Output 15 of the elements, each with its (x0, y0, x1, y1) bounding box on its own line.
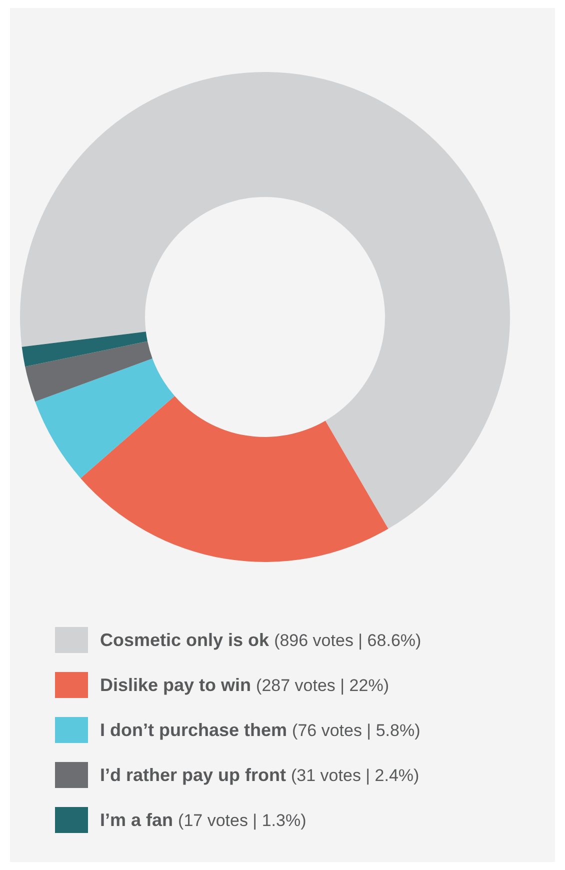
legend-label: Dislike pay to win (100, 675, 256, 695)
donut-slice (20, 72, 510, 529)
data-label: (31 votes | 2.4%) (291, 766, 420, 785)
data-label: (17 votes | 1.3%) (178, 811, 306, 830)
donut-slice (80, 396, 388, 562)
legend-label: I don’t purchase them (100, 720, 292, 740)
donut-slice (25, 341, 152, 402)
legend-label: I’d rather pay up front (100, 765, 292, 785)
legend-label: I’m a fan (100, 810, 178, 830)
donut-slice (35, 358, 175, 478)
data-label: (287 votes | 22%) (256, 676, 389, 695)
donut-slice (22, 332, 148, 367)
legend-label: Cosmetic only is ok (100, 630, 274, 650)
data-label: (76 votes | 5.8%) (292, 721, 420, 740)
data-label: (896 votes | 68.6%) (274, 631, 422, 650)
